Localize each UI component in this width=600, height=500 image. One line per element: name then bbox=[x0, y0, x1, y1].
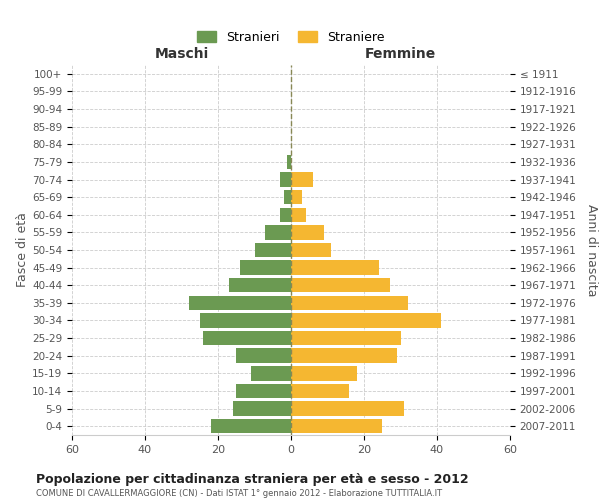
Bar bbox=[291, 190, 302, 204]
Bar bbox=[291, 243, 331, 257]
Bar bbox=[189, 296, 291, 310]
Bar bbox=[291, 225, 324, 240]
Bar bbox=[200, 314, 291, 328]
Text: COMUNE DI CAVALLERMAGGIORE (CN) - Dati ISTAT 1° gennaio 2012 - Elaborazione TUTT: COMUNE DI CAVALLERMAGGIORE (CN) - Dati I… bbox=[36, 489, 442, 498]
Bar bbox=[291, 348, 397, 363]
Bar bbox=[291, 208, 305, 222]
Bar bbox=[287, 154, 291, 169]
Bar bbox=[229, 278, 291, 292]
Bar bbox=[291, 419, 382, 434]
Bar bbox=[251, 366, 291, 380]
Bar bbox=[291, 366, 356, 380]
Bar bbox=[280, 208, 291, 222]
Bar bbox=[236, 348, 291, 363]
Y-axis label: Anni di nascita: Anni di nascita bbox=[585, 204, 598, 296]
Bar bbox=[236, 384, 291, 398]
Bar bbox=[233, 402, 291, 416]
Bar bbox=[291, 314, 440, 328]
Bar bbox=[291, 278, 389, 292]
Bar bbox=[291, 172, 313, 186]
Y-axis label: Fasce di età: Fasce di età bbox=[16, 212, 29, 288]
Bar bbox=[291, 296, 408, 310]
Bar bbox=[203, 331, 291, 345]
Text: Popolazione per cittadinanza straniera per età e sesso - 2012: Popolazione per cittadinanza straniera p… bbox=[36, 472, 469, 486]
Text: Maschi: Maschi bbox=[154, 48, 209, 62]
Text: Femmine: Femmine bbox=[365, 48, 436, 62]
Bar bbox=[211, 419, 291, 434]
Bar bbox=[291, 402, 404, 416]
Bar bbox=[265, 225, 291, 240]
Bar bbox=[291, 260, 379, 275]
Bar bbox=[280, 172, 291, 186]
Bar bbox=[291, 331, 401, 345]
Bar bbox=[291, 384, 349, 398]
Bar bbox=[240, 260, 291, 275]
Legend: Stranieri, Straniere: Stranieri, Straniere bbox=[194, 27, 388, 48]
Bar bbox=[254, 243, 291, 257]
Bar bbox=[284, 190, 291, 204]
